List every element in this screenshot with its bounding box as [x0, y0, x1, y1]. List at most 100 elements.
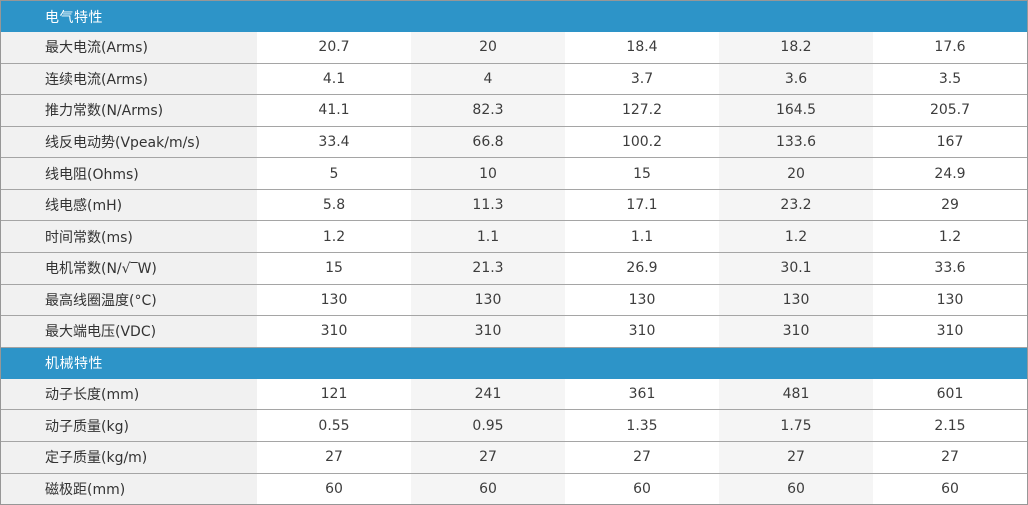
spec-value: 1.2	[719, 221, 873, 253]
spec-value: 27	[325, 449, 343, 466]
spec-value: 17.1	[626, 197, 658, 214]
spec-value: 130	[411, 284, 565, 316]
spec-row-mover-mass: 动子质量(kg) 0.55 0.95 1.35 1.75 2.15	[1, 409, 1027, 441]
spec-value: 127.2	[621, 102, 663, 119]
spec-value: 4.1	[322, 70, 346, 87]
spec-value: 26.9	[626, 260, 658, 277]
spec-value: 20.7	[318, 39, 350, 56]
spec-label: 电机常数(N/√‾W)	[1, 253, 257, 284]
spec-row-stator-mass: 定子质量(kg/m) 27 27 27 27 27	[1, 440, 1027, 473]
spec-value: 601	[936, 386, 964, 403]
spec-value: 310	[320, 323, 348, 340]
spec-value: 130	[628, 291, 656, 308]
spec-label: 最大端电压(VDC)	[1, 316, 257, 347]
spec-label: 时间常数(ms)	[1, 221, 257, 253]
spec-value: 60	[941, 480, 959, 497]
spec-value: 1.75	[719, 410, 873, 441]
spec-value: 310	[936, 323, 964, 340]
section-title: 机械特性	[45, 356, 103, 373]
spec-value: 27	[633, 449, 651, 466]
spec-value: 130	[719, 284, 873, 316]
spec-row-resistance: 线电阻(Ohms) 5 10 15 20 24.9	[1, 157, 1027, 189]
spec-row-inductance: 线电感(mH) 5.8 11.3 17.1 23.2 29	[1, 188, 1027, 221]
spec-value: 30.1	[719, 253, 873, 284]
spec-row-magnetic-pitch: 磁极距(mm) 60 60 60 60 60	[1, 472, 1027, 505]
spec-value: 27	[719, 441, 873, 473]
spec-row-back-emf: 线反电动势(Vpeak/m/s) 33.4 66.8 100.2 133.6 1…	[1, 125, 1027, 158]
spec-value: 27	[941, 449, 959, 466]
spec-value: 481	[719, 378, 873, 410]
spec-value: 5	[329, 165, 339, 182]
spec-value: 27	[411, 441, 565, 473]
spec-value: 5.8	[322, 197, 346, 214]
spec-value: 1.35	[626, 417, 658, 434]
spec-value: 41.1	[318, 102, 350, 119]
spec-value: 15	[325, 260, 343, 277]
spec-row-force-constant: 推力常数(N/Arms) 41.1 82.3 127.2 164.5 205.7	[1, 94, 1027, 126]
spec-value: 133.6	[719, 126, 873, 158]
spec-value: 60	[325, 480, 343, 497]
spec-label: 最大电流(Arms)	[1, 32, 257, 63]
spec-value: 130	[320, 291, 348, 308]
spec-label: 线反电动势(Vpeak/m/s)	[1, 126, 257, 158]
spec-value: 33.4	[318, 134, 350, 151]
spec-row-motor-constant: 电机常数(N/√‾W) 15 21.3 26.9 30.1 33.6	[1, 252, 1027, 284]
spec-value: 18.2	[719, 32, 873, 63]
spec-value: 164.5	[719, 95, 873, 126]
spec-value: 23.2	[719, 189, 873, 221]
spec-value: 100.2	[621, 134, 663, 151]
spec-value: 121	[320, 386, 348, 403]
spec-value: 3.6	[719, 63, 873, 95]
spec-value: 82.3	[411, 95, 565, 126]
spec-value: 4	[411, 63, 565, 95]
spec-value: 17.6	[934, 39, 966, 56]
spec-value: 3.7	[630, 70, 654, 87]
section-title: 电气特性	[45, 9, 103, 26]
spec-value: 310	[628, 323, 656, 340]
spec-value: 18.4	[626, 39, 658, 56]
spec-label: 动子长度(mm)	[1, 378, 257, 410]
spec-row-time-constant: 时间常数(ms) 1.2 1.1 1.1 1.2 1.2	[1, 220, 1027, 253]
spec-value: 310	[411, 316, 565, 347]
section-header-electrical: 电气特性	[1, 1, 1027, 32]
spec-value: 1.1	[630, 228, 654, 245]
spec-value: 60	[633, 480, 651, 497]
spec-label: 线电阻(Ohms)	[1, 158, 257, 189]
spec-value: 2.15	[934, 417, 966, 434]
spec-value: 21.3	[411, 253, 565, 284]
spec-row-max-coil-temp: 最高线圈温度(°C) 130 130 130 130 130	[1, 283, 1027, 316]
spec-value: 11.3	[411, 189, 565, 221]
spec-label: 连续电流(Arms)	[1, 63, 257, 95]
spec-value: 1.1	[411, 221, 565, 253]
spec-value: 24.9	[934, 165, 966, 182]
spec-label: 磁极距(mm)	[1, 473, 257, 505]
spec-value: 0.55	[318, 417, 350, 434]
spec-value: 60	[719, 473, 873, 505]
spec-value: 60	[411, 473, 565, 505]
spec-value: 33.6	[934, 260, 966, 277]
spec-label: 最高线圈温度(°C)	[1, 284, 257, 316]
spec-value: 20	[719, 158, 873, 189]
spec-value: 1.2	[322, 228, 346, 245]
spec-label: 动子质量(kg)	[1, 410, 257, 441]
spec-value: 1.2	[938, 228, 962, 245]
spec-value: 29	[941, 197, 959, 214]
spec-row-max-current: 最大电流(Arms) 20.7 20 18.4 18.2 17.6	[1, 32, 1027, 63]
spec-value: 3.5	[938, 70, 962, 87]
spec-value: 130	[936, 291, 964, 308]
spec-label: 定子质量(kg/m)	[1, 441, 257, 473]
spec-row-continuous-current: 连续电流(Arms) 4.1 4 3.7 3.6 3.5	[1, 62, 1027, 95]
spec-value: 15	[633, 165, 651, 182]
spec-row-max-terminal-voltage: 最大端电压(VDC) 310 310 310 310 310	[1, 315, 1027, 347]
section-header-mechanical: 机械特性	[1, 346, 1027, 379]
spec-value: 310	[719, 316, 873, 347]
spec-value: 167	[936, 134, 964, 151]
spec-value: 241	[411, 378, 565, 410]
spec-label: 线电感(mH)	[1, 189, 257, 221]
spec-value: 66.8	[411, 126, 565, 158]
spec-value: 0.95	[411, 410, 565, 441]
spec-value: 20	[411, 32, 565, 63]
spec-row-mover-length: 动子长度(mm) 121 241 361 481 601	[1, 378, 1027, 410]
spec-value: 205.7	[929, 102, 971, 119]
